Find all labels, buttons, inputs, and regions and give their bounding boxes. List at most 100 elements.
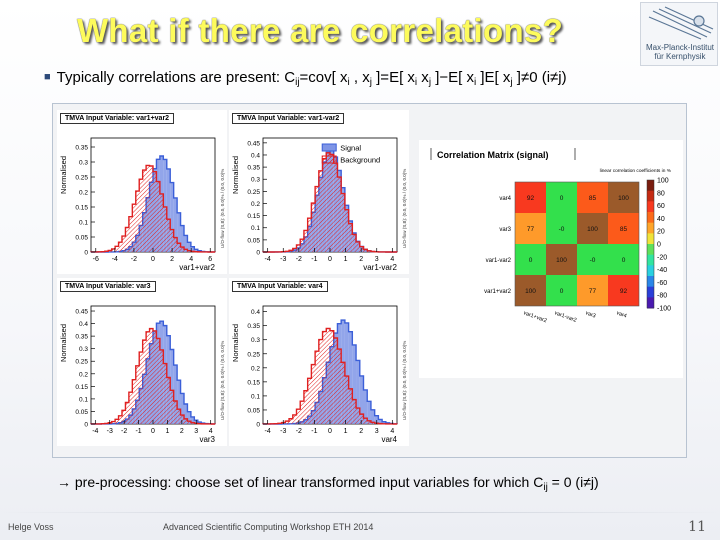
footer-divider xyxy=(0,512,720,513)
background-bar xyxy=(322,331,327,424)
background-bar xyxy=(292,414,297,424)
background-bar xyxy=(344,209,349,252)
matrix-cell-value: 85 xyxy=(620,226,628,233)
correlation-matrix: Correlation Matrix (signal) 92 0 85 100 var4 7… xyxy=(430,148,672,324)
x-tick-label: 0 xyxy=(328,256,332,263)
background-bar xyxy=(153,330,157,424)
slide-title: What if there are correlations? xyxy=(76,12,564,49)
background-bar xyxy=(180,247,184,252)
x-axis-label: var1-var2 xyxy=(363,263,397,272)
colorbar-tick-label: -20 xyxy=(657,254,667,261)
matrix-cell-value: 85 xyxy=(589,195,597,202)
background-bar xyxy=(318,170,323,252)
background-bar xyxy=(163,363,167,424)
colorbar-tick-label: 20 xyxy=(657,229,665,236)
matrix-col-label: var4 xyxy=(615,310,627,319)
background-series xyxy=(90,164,216,253)
background-bar xyxy=(326,152,330,252)
y-tick-label: 0.35 xyxy=(247,323,260,330)
x-tick-label: 4 xyxy=(390,428,394,435)
y-tick-label: 0.2 xyxy=(79,190,88,197)
matrix-cell xyxy=(608,182,639,213)
x-tick-label: 2 xyxy=(180,428,184,435)
background-outline xyxy=(262,327,398,425)
colorbar-segment xyxy=(647,254,654,266)
x-tick-label: 1 xyxy=(344,428,348,435)
signal-bar xyxy=(177,212,181,252)
background-bar xyxy=(356,408,360,424)
signal-bar xyxy=(363,389,368,424)
colorbar-segment xyxy=(647,286,654,298)
colorbar-segment xyxy=(647,201,654,213)
y-tick-label: 0 xyxy=(84,422,88,429)
background-bar xyxy=(166,377,171,424)
matrix-row-label: var3 xyxy=(499,227,511,233)
x-tick-label: -2 xyxy=(296,256,302,263)
background-bar xyxy=(156,338,160,424)
background-bar xyxy=(159,193,164,252)
y-tick-label: 0.2 xyxy=(251,201,260,208)
background-bar xyxy=(118,242,122,252)
x-tick-label: -6 xyxy=(93,256,99,263)
logo-line-2: für Kernphysik xyxy=(654,52,706,61)
histogram-var4: -4 -3 -2 -1 0 1 2 3 4 0 0.05 0.1 0.15 0.2 0.25 0.3 0.35 0… xyxy=(231,305,407,444)
logo-text: Max-Planck-Institut für Kernphysik xyxy=(641,43,719,61)
x-tick-label: 3 xyxy=(375,256,379,263)
background-bar xyxy=(300,239,304,252)
legend-label-signal: Signal xyxy=(340,144,361,153)
matrix-cell-value: 100 xyxy=(618,195,629,202)
background-bar xyxy=(108,250,112,252)
background-bar xyxy=(173,400,178,424)
signal-bar xyxy=(348,331,353,424)
logo-emblem-icon xyxy=(648,6,714,40)
colorbar-tick-label: -80 xyxy=(657,293,667,300)
background-bar xyxy=(363,418,368,424)
background-bar xyxy=(359,246,364,252)
y-tick-label: 0.35 xyxy=(75,334,88,341)
legend: Signal Background xyxy=(321,143,380,165)
y-tick-label: 0.3 xyxy=(251,337,260,344)
histogram-var3: -4 -3 -2 -1 0 1 2 3 4 0 0.05 0.1 0.15 0.2 0.25 0.3 0.35 0… xyxy=(59,305,225,444)
legend-swatch-signal xyxy=(321,143,337,152)
background-series xyxy=(262,327,398,425)
y-tick-label: 0.4 xyxy=(251,309,260,316)
background-bar xyxy=(146,331,150,424)
y-tick-label: 0.05 xyxy=(75,409,88,416)
background-bar xyxy=(159,349,164,424)
matrix-cell xyxy=(515,213,546,244)
matrix-cell-value: 77 xyxy=(527,226,535,233)
background-bar xyxy=(132,379,136,424)
matrix-cell-value: 0 xyxy=(622,257,626,264)
colorbar-segment xyxy=(647,190,654,202)
correlation-matrix-panel: Correlation Matrix (signal) 92 0 85 100 var4 7… xyxy=(419,140,683,378)
background-bar xyxy=(296,409,301,424)
y-tick-label: 0.25 xyxy=(247,351,260,358)
matrix-cell xyxy=(577,275,608,306)
colorbar-tick-label: 80 xyxy=(657,190,665,197)
institute-logo: Max-Planck-Institut für Kernphysik xyxy=(640,2,718,66)
signal-bar xyxy=(163,159,167,252)
matrix-cell xyxy=(546,213,577,244)
background-bar xyxy=(326,328,330,424)
background-bar xyxy=(330,154,334,252)
histogram-title: TMVA Input Variable: var4 xyxy=(232,281,328,292)
colorbar-segment xyxy=(647,212,654,224)
overflow-label: U/O-flow (S,B): (0.0, 0.0)% / (0.0, 0.0)… xyxy=(402,341,407,420)
footer-author: Helge Voss xyxy=(8,522,54,532)
background-bar xyxy=(363,249,368,252)
signal-bar xyxy=(190,246,195,252)
background-bar xyxy=(111,421,116,424)
matrix-cell xyxy=(515,182,546,213)
signal-bar xyxy=(187,411,191,424)
background-bar xyxy=(303,230,308,252)
y-tick-label: 0.1 xyxy=(79,396,88,403)
background-bar xyxy=(170,390,174,424)
y-tick-label: 0.1 xyxy=(251,225,260,232)
matrix-col-label: var1-var2 xyxy=(553,310,577,324)
x-axis-label: var4 xyxy=(381,435,397,444)
x-tick-label: 4 xyxy=(189,256,193,263)
background-bar xyxy=(333,163,338,252)
matrix-cell-value: 0 xyxy=(560,288,564,295)
colorbar-segment xyxy=(647,244,654,256)
y-tick-label: 0.15 xyxy=(247,213,260,220)
